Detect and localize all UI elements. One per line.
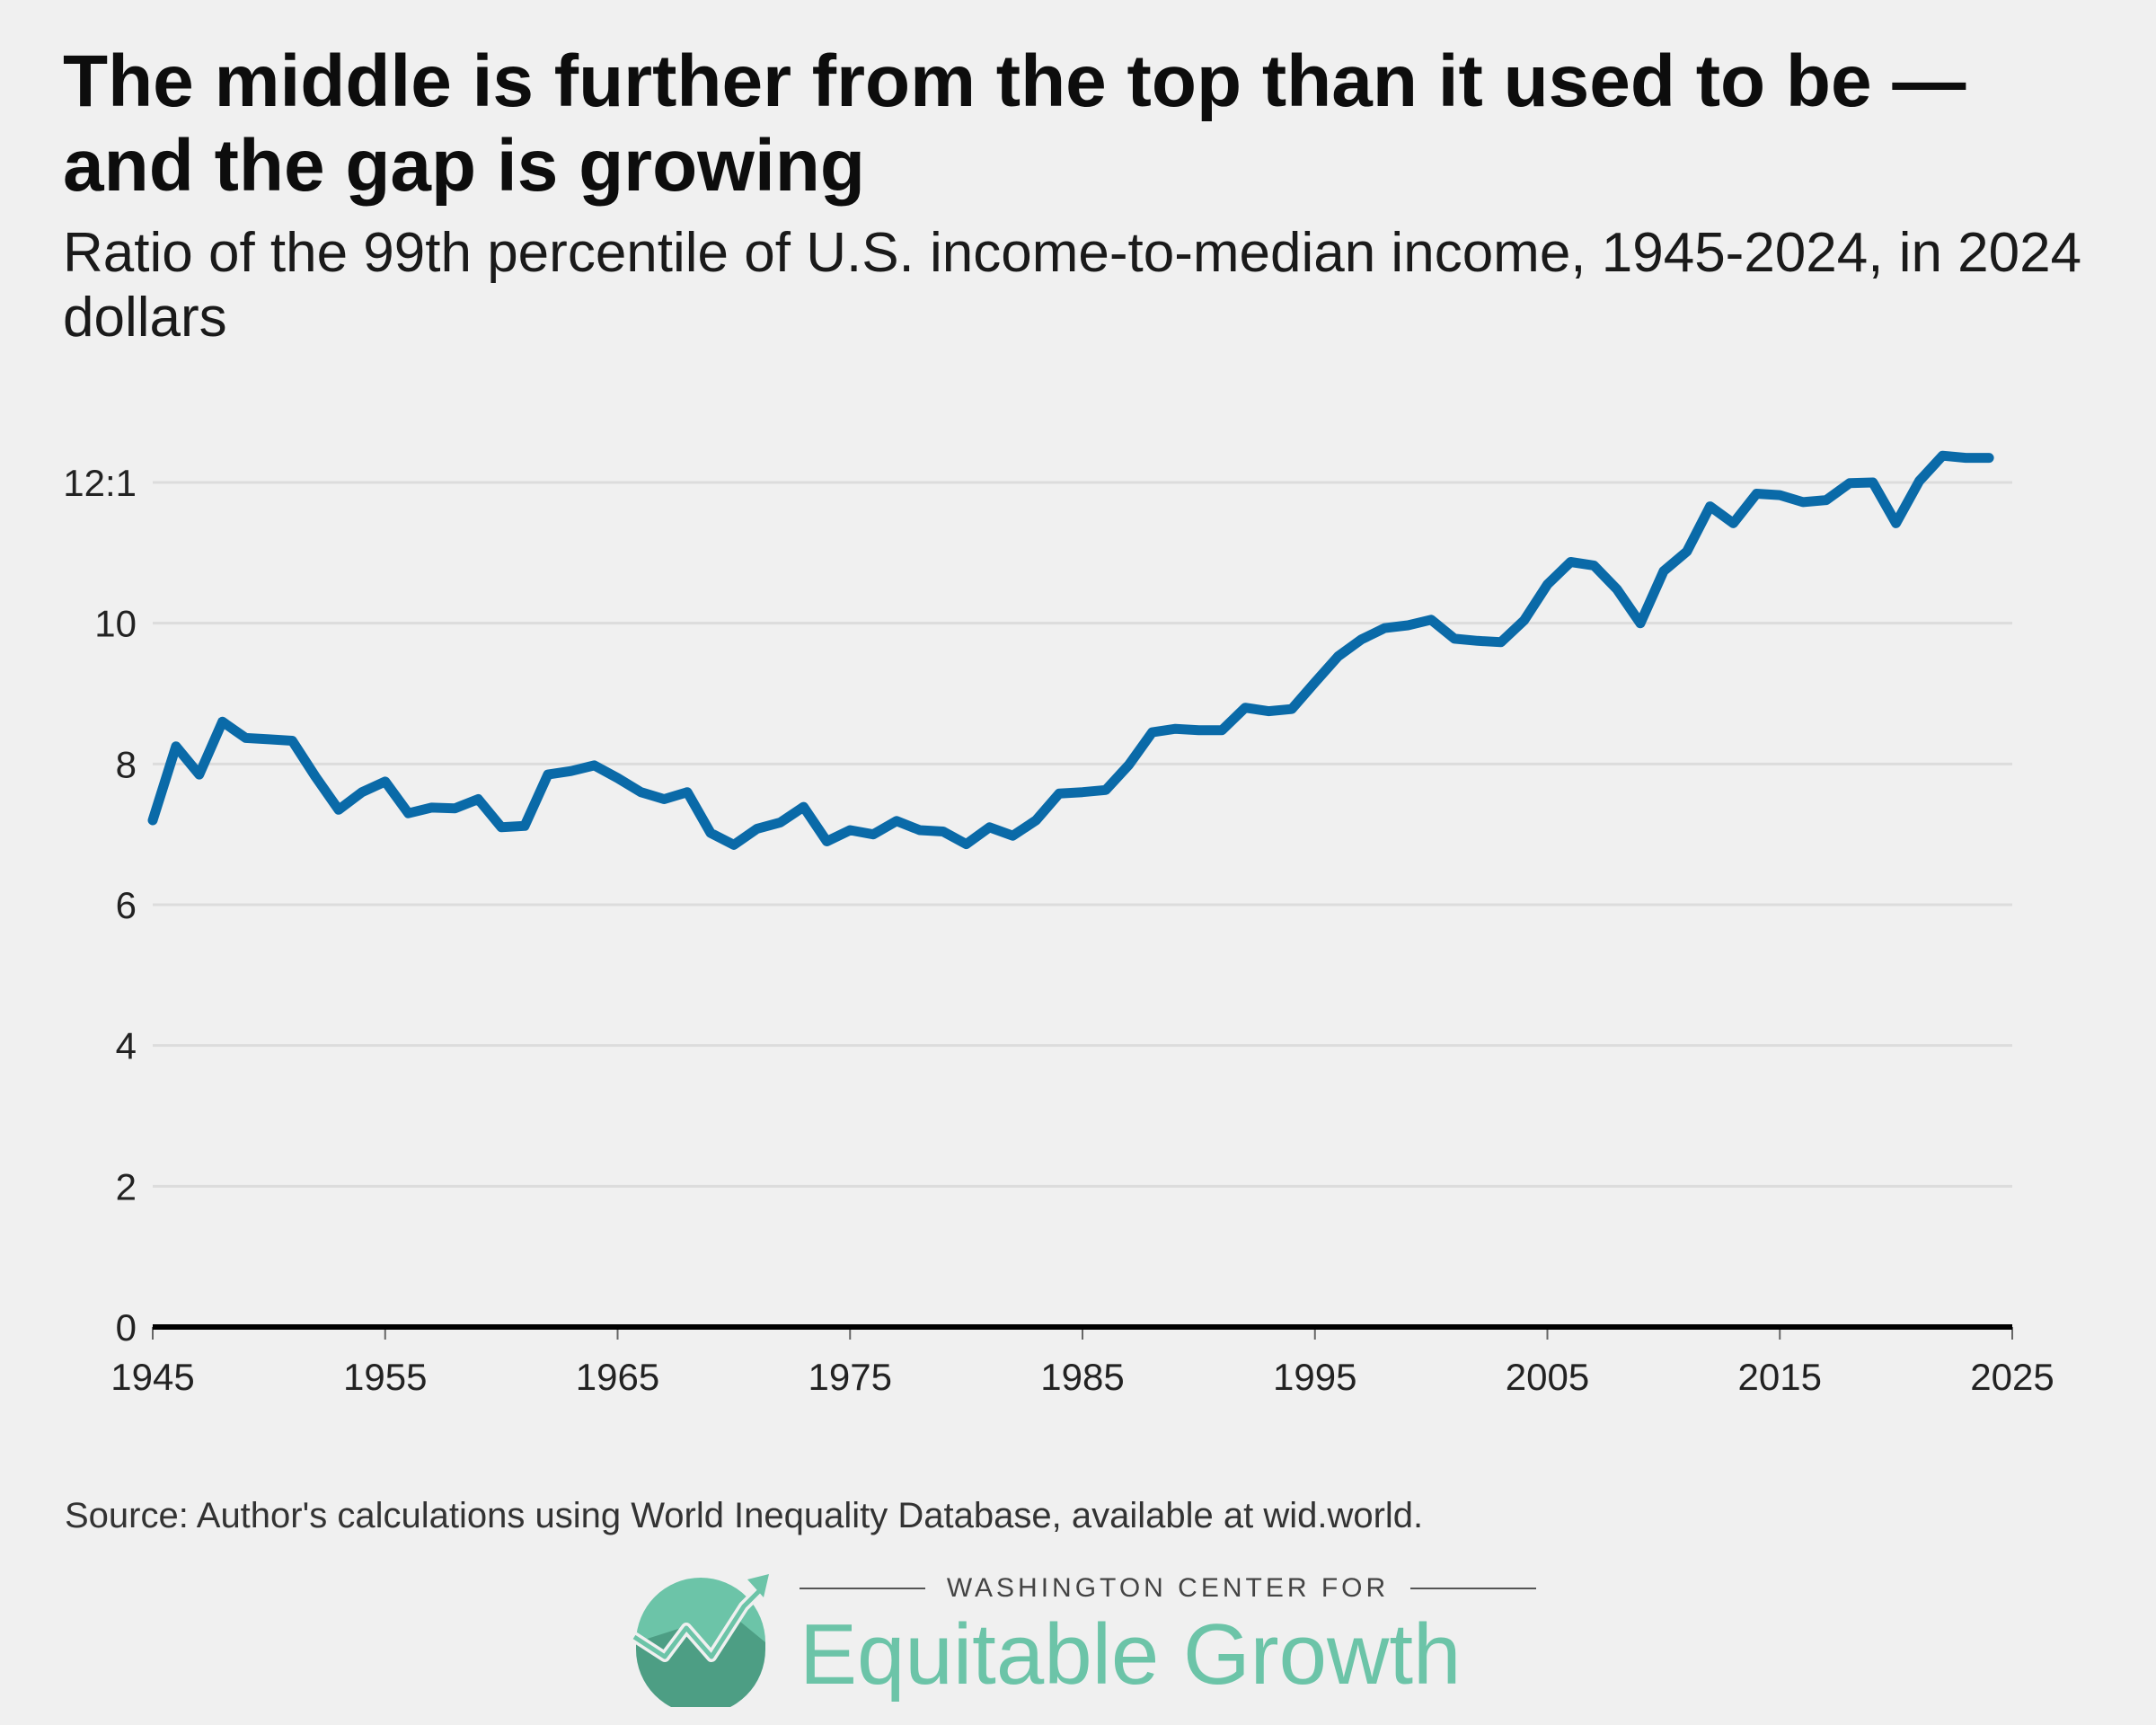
y-tick-label: 6 bbox=[116, 884, 137, 926]
y-tick-label: 4 bbox=[116, 1025, 137, 1067]
x-tick-label: 2015 bbox=[1738, 1356, 1822, 1398]
brand-footer: WASHINGTON CENTER FOR Equitable Growth bbox=[629, 1563, 1545, 1707]
x-axis-ticks: 1945 1955 1965 1975 1985 1995 2005 2015 2025 bbox=[110, 1327, 2054, 1398]
x-tick-label: 1995 bbox=[1273, 1356, 1356, 1398]
x-tick-label: 1965 bbox=[576, 1356, 659, 1398]
gridlines bbox=[153, 481, 2012, 1188]
x-tick-label: 2005 bbox=[1506, 1356, 1589, 1398]
x-tick-label: 1985 bbox=[1040, 1356, 1124, 1398]
x-tick-label: 2025 bbox=[1970, 1356, 2054, 1398]
brand-rule-right bbox=[1410, 1588, 1536, 1589]
chart-title: The middle is further from the top than … bbox=[63, 40, 1966, 207]
y-tick-label: 10 bbox=[94, 603, 137, 645]
y-tick-label: 0 bbox=[116, 1306, 137, 1349]
brand-name: Equitable Growth bbox=[800, 1606, 1462, 1703]
y-axis-ticks: 0 2 4 6 8 10 12:1 bbox=[63, 462, 137, 1349]
x-tick-label: 1975 bbox=[808, 1356, 892, 1398]
series-line-p99-to-median bbox=[147, 450, 1994, 850]
y-tick-label: 12:1 bbox=[63, 462, 137, 504]
line-chart: 0 2 4 6 8 10 12:1 1945 1955 1965 1975 1985 1995 2005… bbox=[63, 450, 2054, 1398]
equitable-growth-logo-icon bbox=[631, 1574, 769, 1707]
brand-small-text: WASHINGTON CENTER FOR bbox=[946, 1573, 1390, 1603]
source-note: Source: Author's calculations using Worl… bbox=[65, 1496, 1424, 1535]
chart-subtitle: Ratio of the 99th percentile of U.S. inc… bbox=[63, 222, 2082, 349]
x-tick-label: 1955 bbox=[343, 1356, 427, 1398]
y-tick-label: 8 bbox=[116, 743, 137, 785]
brand-rule-left bbox=[800, 1588, 925, 1589]
x-tick-label: 1945 bbox=[110, 1356, 194, 1398]
brand-tagline: WASHINGTON CENTER FOR bbox=[800, 1570, 1536, 1606]
y-tick-label: 2 bbox=[116, 1165, 137, 1208]
